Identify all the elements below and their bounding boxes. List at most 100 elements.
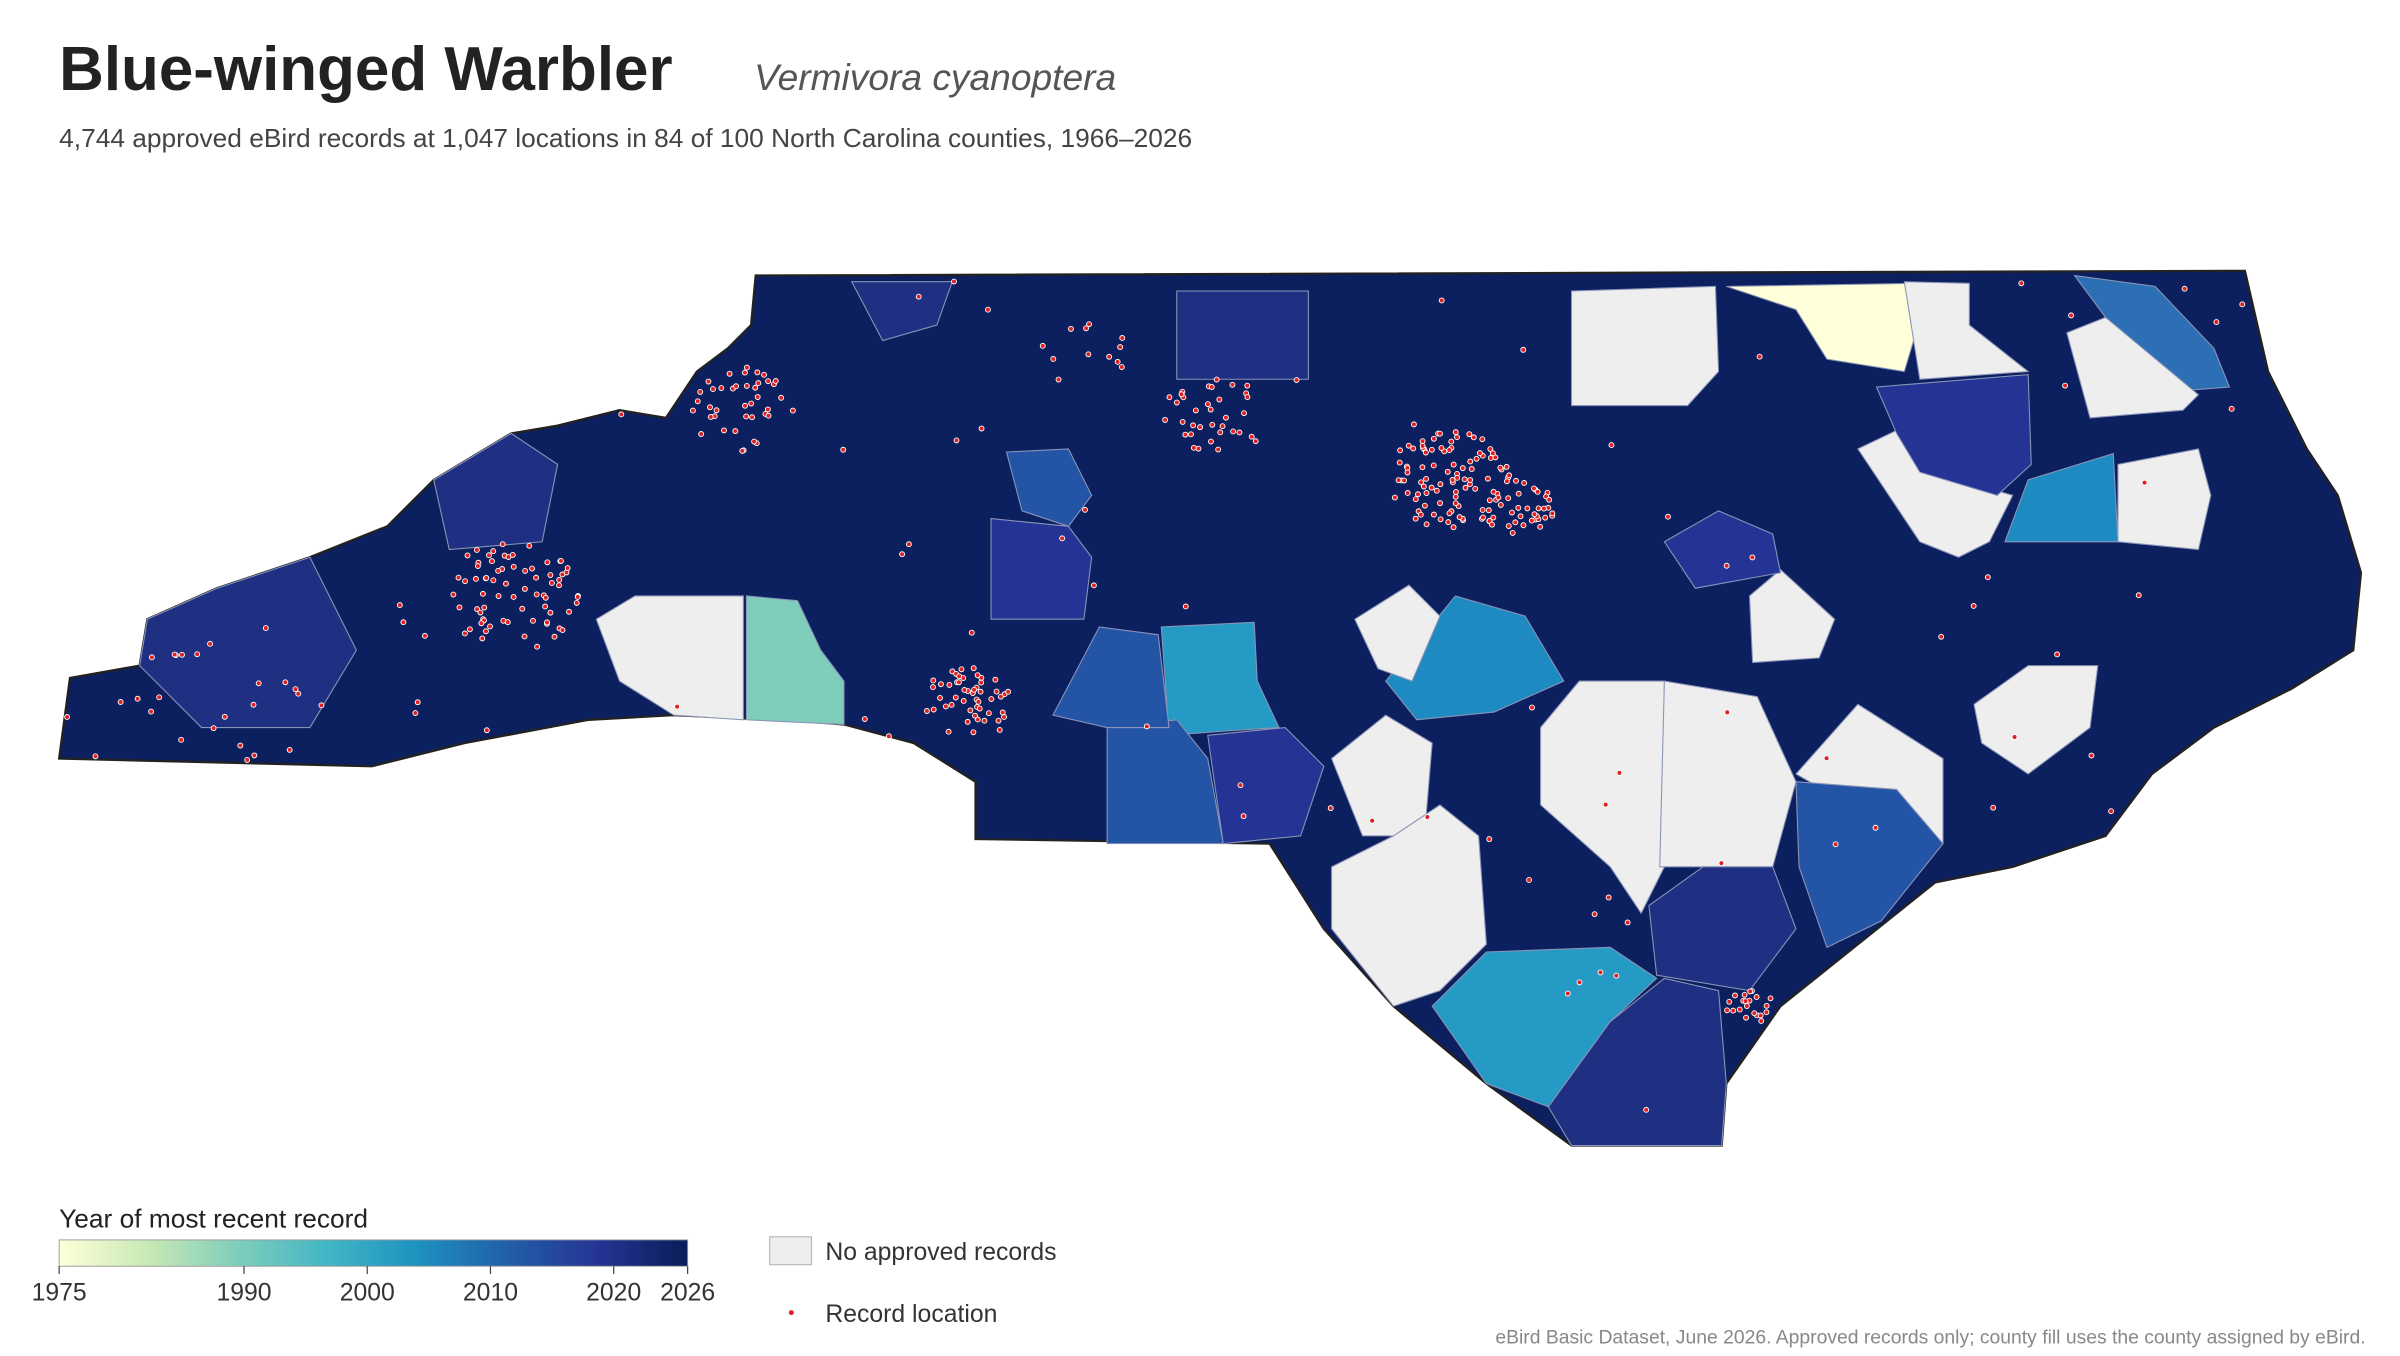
record-dot [1059,535,1066,542]
record-dot [1505,523,1512,529]
record-dot [1418,479,1424,486]
record-dot [1535,505,1542,512]
record-dot [1508,509,1515,516]
record-dot [1479,436,1486,443]
record-dot [2068,312,2075,319]
record-dot [1244,394,1251,401]
record-dot [618,411,625,418]
record-dot [946,681,953,688]
record-dot [1521,480,1528,486]
record-dot [1204,401,1211,408]
record-dot [1419,464,1426,471]
record-dot [1179,418,1186,425]
record-dot [400,619,407,626]
record-dot [1492,454,1499,461]
record-dot [995,717,1002,724]
record-dot [1643,1106,1650,1113]
record-dot [1742,998,1749,1005]
record-dot [529,565,536,572]
record-dot [1743,1014,1750,1021]
record-dot [1497,464,1504,471]
record-dot [1208,384,1215,390]
record-dot [1117,344,1124,351]
record-dot [134,695,141,702]
record-dot [1509,529,1516,536]
record-dot [455,574,462,581]
record-dot [1990,804,1997,811]
record-dot [1763,1002,1770,1009]
record-dot [556,577,563,583]
colorbar-tick-label: 2010 [463,1279,518,1306]
record-dot [1730,1007,1737,1014]
record-dot [930,706,937,713]
record-dot [178,736,185,743]
record-dot [1549,510,1556,517]
record-dot [490,548,497,555]
record-dot [1369,817,1376,824]
record-dot [148,708,155,715]
record-dot [974,672,981,679]
record-dot [544,619,550,626]
record-dot [1438,297,1445,304]
record-dot [487,623,493,630]
record-dot [483,628,489,635]
record-dot [743,364,750,371]
record-dot [1396,459,1403,466]
record-dot [1758,1018,1765,1024]
record-dot [748,400,755,407]
record-dot [1564,990,1571,997]
record-dot [764,406,771,413]
record-dot [1732,992,1738,999]
record-dot [975,698,982,705]
record-dot [1190,422,1197,429]
record-dot [705,378,712,385]
record-dot [1293,377,1300,383]
state-map [57,269,2363,1147]
record-dot [1467,458,1474,465]
record-dot [1106,353,1113,360]
record-dot [207,640,213,647]
record-dot [1546,496,1553,503]
record-dot [1423,475,1430,482]
record-dot [282,679,289,686]
record-dot [1741,991,1748,998]
record-dot [2228,405,2235,412]
record-dot [1537,523,1544,530]
record-dot [1513,477,1519,484]
record-dot [2062,382,2069,389]
record-dot [1497,501,1504,508]
county [1330,714,1433,837]
county [1331,804,1487,1007]
record-dots [64,278,2246,1113]
record-dot [1404,469,1411,476]
record-dot [1616,769,1623,776]
record-dot [486,552,492,559]
record-dot [194,651,201,658]
record-dot [534,643,541,650]
record-dot [499,541,506,548]
county [595,595,744,721]
record-dot [1520,346,1527,353]
record-dot [505,554,512,560]
record-dot [732,428,739,435]
record-dot [1217,429,1224,436]
record-dot [1484,475,1491,482]
record-dot [1450,524,1457,531]
record-dot [64,714,71,720]
record-dot [915,293,922,300]
record-dot [948,701,955,708]
record-dot [221,713,228,720]
record-dot [1515,504,1522,511]
record-dot [1005,688,1012,695]
record-dot [970,665,977,672]
record-dot [1756,353,1763,360]
record-dot [461,630,468,637]
record-dot [510,594,517,600]
record-dot [1433,487,1440,494]
record-dot [179,651,185,658]
record-dot [1872,824,1879,831]
record-dot [504,619,511,626]
record-dot [479,635,486,642]
record-dot [503,580,509,587]
record-dot [923,708,930,714]
